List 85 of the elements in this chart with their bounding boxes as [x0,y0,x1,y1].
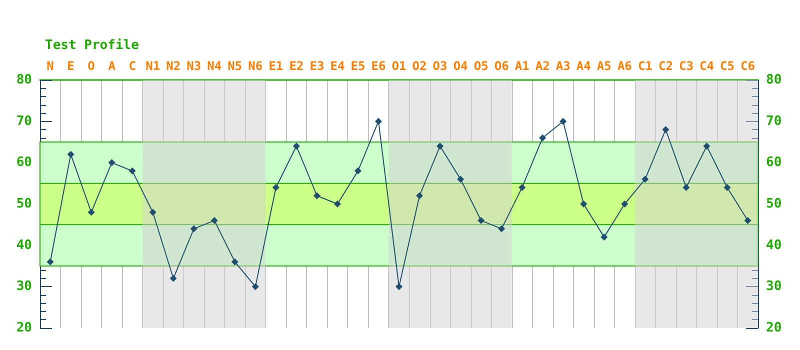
x-tick-label: N3 [186,59,202,73]
point [703,142,710,150]
x-tick-label: O4 [453,59,468,73]
x-tick-label: O6 [494,59,509,73]
y2-tick-label: 20 [766,320,782,336]
point [436,142,444,150]
y2-tick-label: 80 [766,72,782,88]
point [67,150,74,158]
x-tick-label: N [46,59,54,73]
point [457,176,464,183]
y2-tick-label: 40 [766,238,782,253]
x-tick-label: C5 [720,59,734,73]
x-tick-label: N6 [248,59,263,73]
point [46,258,54,266]
y-tick-label: 70 [16,114,32,129]
point [539,134,546,142]
y-tick-label: 60 [16,155,32,170]
point [252,283,259,290]
x-tick-label: N1 [146,59,160,73]
x-tick-label: N4 [207,59,222,73]
x-tick-label: A3 [556,59,570,73]
x-tick-label: A2 [535,59,550,73]
point [682,184,690,191]
point [560,118,567,125]
point [334,200,341,208]
x-tick-label: O2 [412,59,427,73]
x-tick-label: A1 [514,59,530,73]
point [662,126,670,134]
y-tick-label: 50 [16,196,32,212]
chart-title: Test Profile [45,38,140,53]
x-tick-label: O5 [474,59,488,73]
point [170,274,177,282]
point [374,118,382,125]
point [518,184,526,191]
point [88,208,95,216]
x-tick-label: O1 [392,59,406,73]
point [272,184,280,191]
point [149,208,156,216]
point [600,234,608,241]
x-tick-label: C4 [699,59,714,73]
x-tick-label: N5 [228,59,242,73]
x-tick-label: E2 [289,59,304,73]
x-tick-label: A5 [596,59,612,73]
x-tick-label: C2 [658,59,673,73]
point [498,225,506,232]
point [231,258,238,266]
point [416,192,424,200]
x-tick-label: E4 [330,59,345,73]
x-tick-label: A4 [576,59,591,73]
point [580,200,588,208]
point [478,217,485,224]
point [108,159,116,166]
y-tick-label: 40 [16,238,32,253]
y2-tick-label: 70 [766,114,782,129]
point [210,217,218,224]
x-tick-label: C [128,59,136,73]
y2-tick-label: 60 [766,155,782,170]
x-tick-label: N2 [166,59,181,73]
point [354,167,362,174]
y2-tick-label: 50 [766,196,782,212]
point [621,200,628,208]
x-tick-label: O [88,59,95,73]
y-tick-label: 30 [16,279,32,294]
point [190,225,198,232]
x-tick-label: O3 [432,59,448,73]
y2-tick-label: 30 [766,279,782,294]
point [724,184,731,191]
point [128,167,136,174]
x-tick-label: A6 [617,59,632,73]
point [642,176,649,183]
point [744,217,752,224]
x-tick-label: C6 [740,59,755,73]
x-tick-label: E [67,59,74,73]
point [292,142,300,150]
x-tick-label: E5 [350,59,366,73]
x-tick-label: E6 [371,59,386,73]
point [313,192,320,200]
x-tick-label: A [108,59,116,73]
y-tick-label: 20 [16,320,32,336]
y-tick-label: 80 [16,72,32,88]
point [396,283,402,290]
x-tick-label: C3 [678,59,694,73]
x-tick-label: C1 [638,59,652,73]
x-tick-label: E1 [268,59,284,73]
x-tick-label: E3 [310,59,324,73]
